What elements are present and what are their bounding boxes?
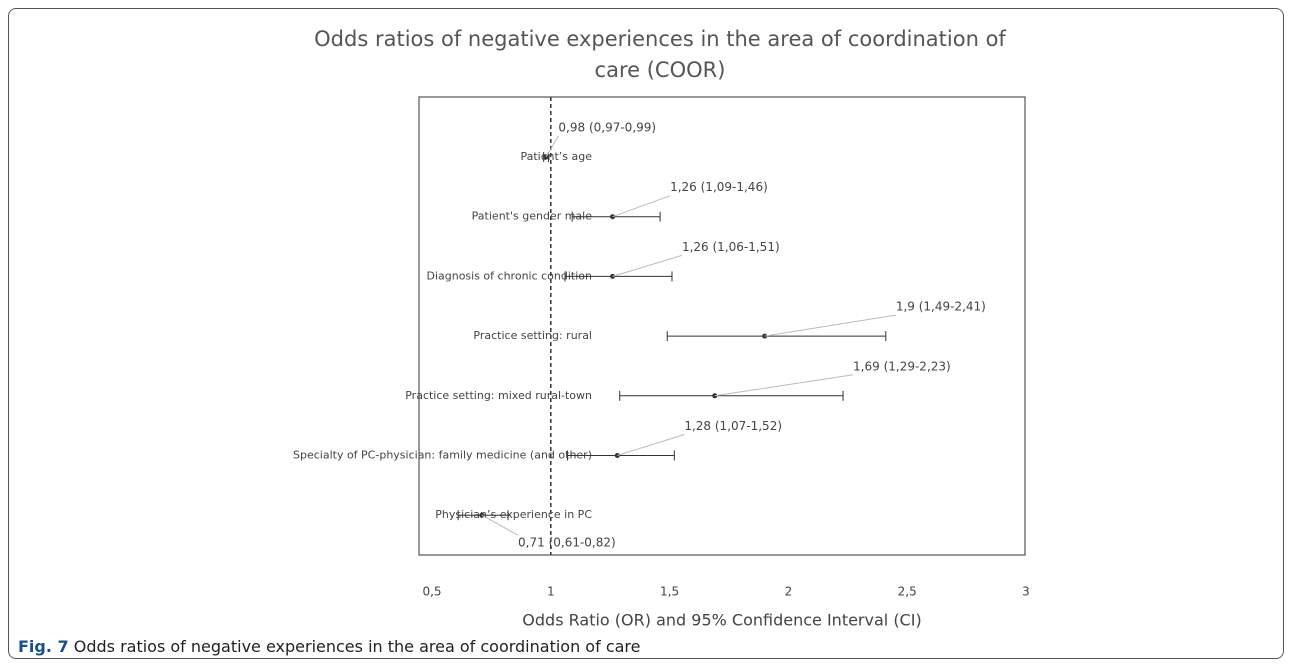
leader-line xyxy=(612,254,683,277)
y-tick-label: Patient’s age xyxy=(520,150,592,163)
value-label: 0,98 (0,97-0,99) xyxy=(558,121,656,135)
figure-frame xyxy=(8,8,1284,659)
value-label: 0,71 (0,61-0,82) xyxy=(518,536,616,550)
y-tick-label: Practice setting: mixed rural-town xyxy=(405,389,592,402)
y-tick-label: Physician’s experience in PC xyxy=(435,508,592,521)
leader-line xyxy=(481,514,519,536)
caption: Fig. 7 Odds ratios of negative experienc… xyxy=(18,637,640,656)
x-tick-label: 2 xyxy=(785,585,793,599)
x-tick-label: 2,5 xyxy=(898,585,917,599)
value-label: 1,26 (1,06-1,51) xyxy=(682,240,780,254)
plot-area xyxy=(418,96,1026,556)
y-tick-label: Diagnosis of chronic condition xyxy=(426,269,592,282)
value-label: 1,9 (1,49-2,41) xyxy=(896,300,986,314)
value-label: 1,28 (1,07-1,52) xyxy=(684,419,782,433)
x-tick-label: 1 xyxy=(547,585,555,599)
caption-text: Odds ratios of negative experiences in t… xyxy=(73,637,641,656)
x-tick-label: 3 xyxy=(1022,585,1030,599)
value-label: 1,69 (1,29-2,23) xyxy=(853,359,951,373)
y-tick-label: Practice setting: rural xyxy=(473,329,592,342)
x-tick-label: 0,5 xyxy=(422,585,441,599)
caption-label: Fig. 7 xyxy=(18,637,69,656)
chart-title: Odds ratios of negative experiences in t… xyxy=(314,27,1006,82)
y-tick-label: Patient's gender male xyxy=(472,210,593,223)
leader-line xyxy=(714,374,854,397)
y-tick-label: Specialty of PC-physician: family medici… xyxy=(293,449,592,462)
leader-line xyxy=(764,314,896,337)
leader-line xyxy=(545,135,559,158)
x-tick-label: 1,5 xyxy=(660,585,679,599)
leader-line xyxy=(617,434,685,456)
leader-line xyxy=(612,195,671,218)
x-axis-label: Odds Ratio (OR) and 95% Confidence Inter… xyxy=(522,611,921,630)
value-label: 1,26 (1,09-1,46) xyxy=(670,180,768,194)
